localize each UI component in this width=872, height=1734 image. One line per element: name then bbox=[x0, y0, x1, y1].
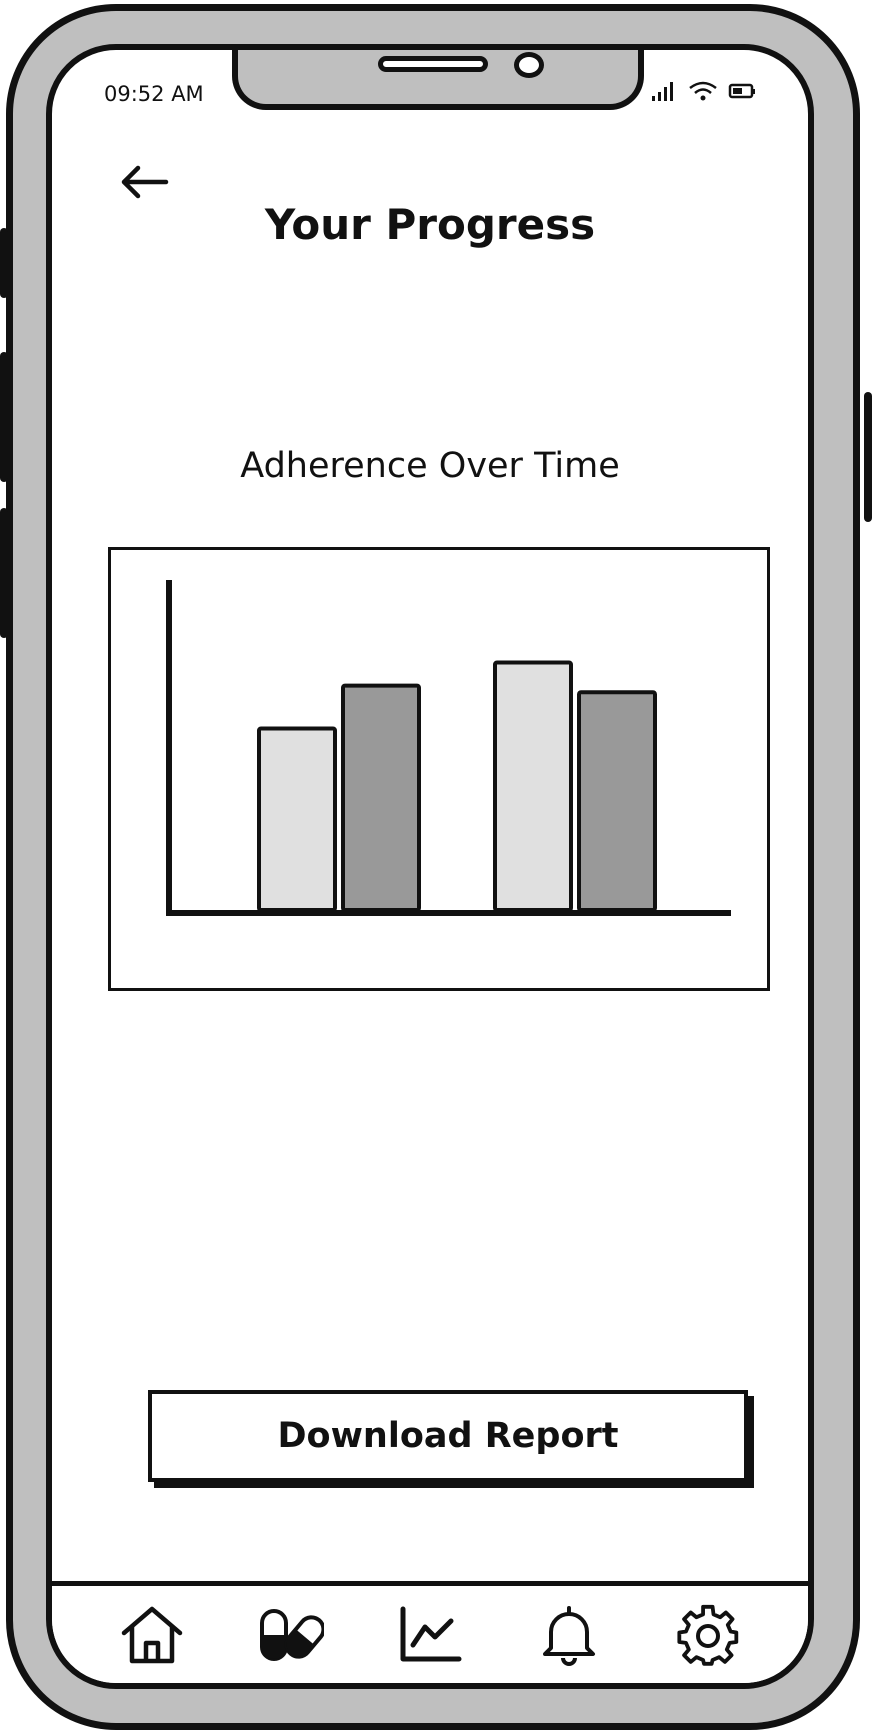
nav-notifications[interactable] bbox=[534, 1600, 604, 1670]
chart-bar bbox=[577, 690, 657, 912]
bottom-nav bbox=[52, 1581, 808, 1683]
nav-progress[interactable] bbox=[395, 1600, 465, 1670]
chart-icon bbox=[400, 1606, 462, 1661]
wifi-icon bbox=[689, 81, 717, 101]
home-icon bbox=[121, 1606, 182, 1663]
gear-icon bbox=[677, 1604, 739, 1666]
phone-side-button bbox=[864, 392, 872, 522]
nav-medications[interactable] bbox=[256, 1600, 326, 1670]
nav-home[interactable] bbox=[117, 1600, 187, 1670]
back-arrow-icon bbox=[121, 165, 169, 199]
chart-bar bbox=[493, 660, 573, 912]
speaker bbox=[378, 56, 488, 72]
chart-bar bbox=[341, 683, 421, 912]
pills-icon bbox=[259, 1608, 324, 1661]
notch bbox=[232, 50, 644, 110]
status-icons bbox=[650, 80, 758, 102]
phone-side-button bbox=[0, 228, 8, 298]
battery-icon bbox=[728, 83, 755, 99]
bar-chart bbox=[166, 580, 731, 916]
status-time: 09:52 AM bbox=[104, 82, 204, 106]
signal-icon bbox=[652, 82, 673, 101]
nav-settings[interactable] bbox=[673, 1600, 743, 1670]
chart-bar bbox=[257, 726, 337, 912]
chart-title: Adherence Over Time bbox=[240, 446, 620, 486]
chart-frame bbox=[108, 547, 770, 991]
camera bbox=[514, 52, 544, 78]
bell-icon bbox=[543, 1605, 596, 1666]
back-button[interactable] bbox=[114, 156, 174, 206]
phone-screen: 09:52 AM Your Progress Adherence Over Ti… bbox=[46, 44, 814, 1689]
phone-side-button bbox=[0, 352, 8, 482]
phone-side-button bbox=[0, 508, 8, 638]
download-report-button[interactable]: Download Report bbox=[148, 1390, 748, 1482]
page-title: Your Progress bbox=[264, 200, 596, 249]
